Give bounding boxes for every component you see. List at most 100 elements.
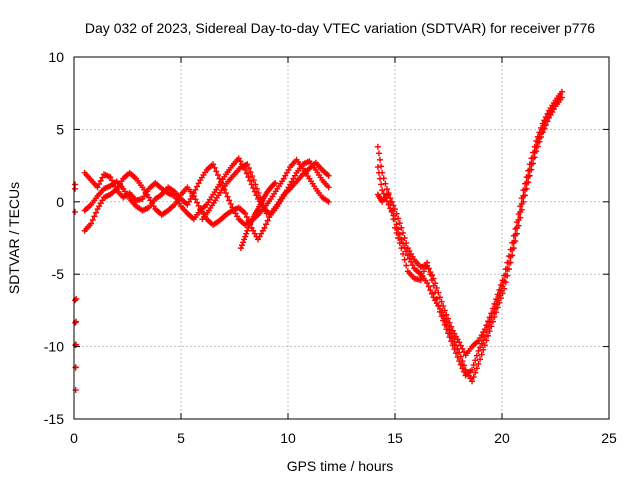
data-point [245, 174, 252, 181]
data-point [194, 183, 201, 190]
data-point [435, 302, 442, 309]
y-tick-label: -10 [44, 339, 64, 355]
data-point [243, 214, 250, 221]
data-point [469, 366, 476, 373]
x-tick-label: 15 [387, 430, 403, 446]
data-point [387, 198, 394, 205]
data-point [385, 190, 392, 197]
data-point [404, 252, 411, 259]
x-tick-label: 10 [280, 430, 296, 446]
data-point [264, 217, 271, 224]
data-point [72, 208, 79, 215]
data-point [454, 354, 461, 361]
data-point [534, 139, 541, 146]
data-point [505, 259, 512, 266]
data-point [194, 199, 201, 206]
grid [74, 57, 609, 419]
data-point [88, 220, 95, 227]
data-point [398, 236, 405, 243]
data-point [425, 265, 432, 272]
data-point [244, 227, 251, 234]
data-point [441, 307, 448, 314]
data-point [510, 239, 517, 246]
data-point [245, 165, 252, 172]
data-point [190, 193, 197, 200]
data-point [470, 374, 477, 381]
data-point [448, 330, 455, 337]
data-point [395, 215, 402, 222]
data-point [509, 246, 516, 253]
data-point [478, 340, 485, 347]
data-point [446, 334, 453, 341]
data-point [226, 197, 233, 204]
data-point [488, 323, 495, 330]
data-point [461, 368, 468, 375]
data-point [456, 358, 463, 365]
data-point [544, 114, 551, 121]
data-point [480, 346, 487, 353]
data-point [420, 268, 427, 275]
data-point [475, 360, 482, 367]
data-point [380, 190, 387, 197]
data-point [485, 324, 492, 331]
data-point [400, 229, 407, 236]
data-point [520, 193, 527, 200]
data-point [491, 313, 498, 320]
data-point [325, 184, 332, 191]
data-point [390, 216, 397, 223]
data-point [451, 346, 458, 353]
data-point [501, 278, 508, 285]
data-point [94, 184, 101, 191]
data-point [497, 287, 504, 294]
data-point [456, 349, 463, 356]
y-axis-label: SDTVAR / TECUs [6, 182, 22, 294]
data-point [406, 255, 413, 262]
data-point [446, 319, 453, 326]
data-point [428, 290, 435, 297]
data-point [383, 186, 390, 193]
data-point [477, 356, 484, 363]
data-point [486, 319, 493, 326]
data-point [533, 143, 540, 150]
data-point [395, 235, 402, 241]
data-point [374, 143, 381, 150]
data-point [489, 310, 496, 317]
data-point [430, 282, 437, 289]
data-point [507, 253, 514, 260]
data-point [243, 230, 250, 237]
data-point [432, 289, 439, 296]
y-tick-label: 0 [56, 194, 64, 210]
data-point [488, 314, 495, 321]
data-point [247, 177, 254, 184]
data-points [72, 88, 565, 394]
y-tick-label: 10 [48, 49, 64, 65]
data-point [192, 186, 199, 193]
x-tick-label: 0 [70, 430, 78, 446]
y-tick-label: -5 [52, 266, 65, 282]
data-point [97, 177, 104, 184]
data-point [459, 365, 466, 372]
data-point [325, 198, 332, 205]
data-point [443, 311, 450, 318]
data-point [401, 256, 408, 263]
data-point [528, 161, 535, 168]
data-point [377, 156, 384, 163]
data-point [469, 378, 476, 385]
data-point [486, 328, 493, 335]
data-point [392, 224, 398, 231]
data-point [422, 263, 429, 270]
data-point [478, 351, 485, 358]
data-point [518, 200, 525, 207]
data-point [481, 342, 488, 349]
data-point [393, 221, 400, 228]
data-point [263, 210, 270, 217]
data-point [396, 231, 403, 238]
data-point [444, 330, 451, 337]
data-point [475, 347, 482, 354]
data-point [449, 342, 456, 349]
data-point [448, 338, 455, 345]
data-point [417, 276, 424, 283]
data-point [403, 248, 410, 255]
data-point [419, 272, 426, 279]
